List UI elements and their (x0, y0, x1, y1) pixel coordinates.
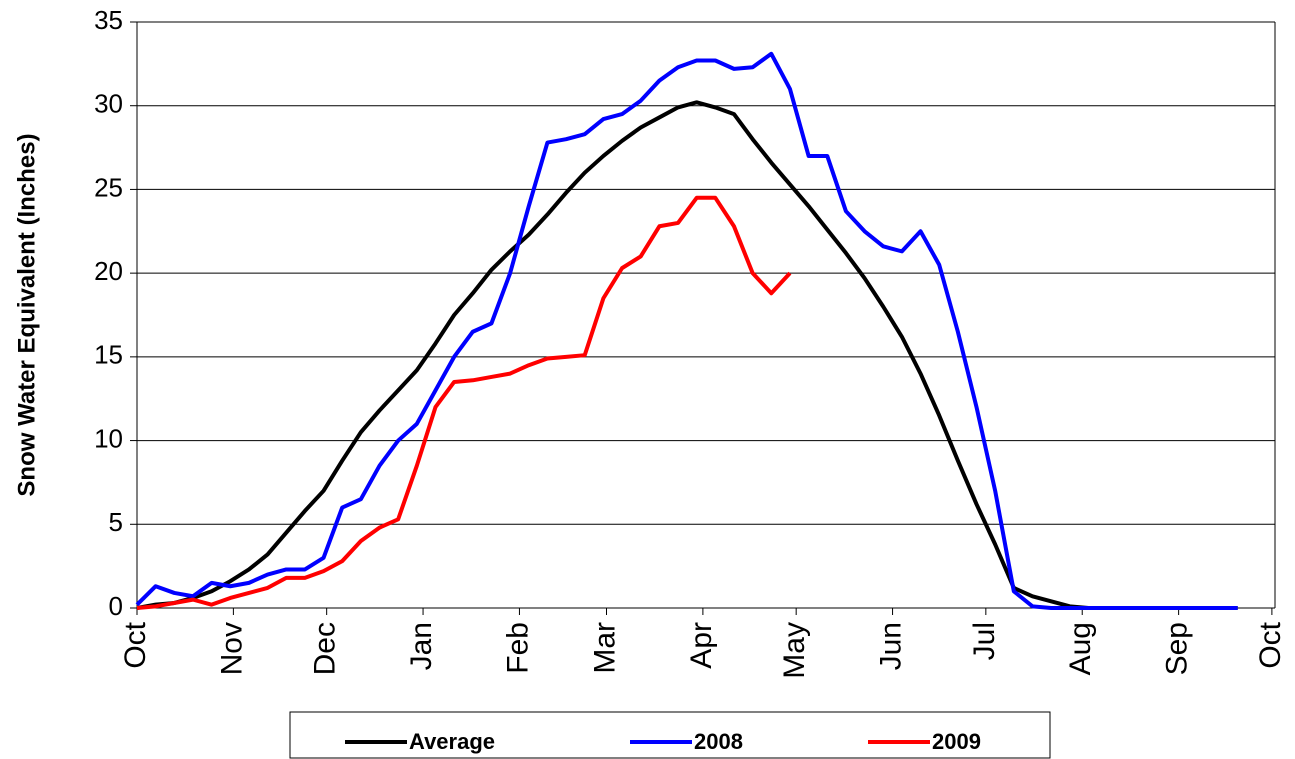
x-tick-label: Oct (119, 621, 152, 668)
x-tick-label: Mar (588, 622, 621, 674)
y-tick-label: 20 (94, 256, 123, 286)
legend-box (289, 711, 1051, 759)
y-tick-label: 25 (94, 172, 123, 202)
series-line (135, 51, 1238, 610)
x-tick-label: Sep (1161, 622, 1194, 675)
y-tick-label: 35 (94, 5, 123, 35)
legend-label: 2008 (694, 729, 743, 754)
series-line (136, 100, 1238, 610)
x-tick-label: Jul (968, 622, 1001, 660)
x-tick-label: Oct (1254, 621, 1287, 668)
x-tick-label: Nov (215, 622, 248, 675)
x-tick-label: Jan (405, 622, 438, 670)
y-tick-label: 5 (109, 507, 123, 537)
legend-label: 2009 (932, 729, 981, 754)
y-axis-label: Snow Water Equivalent (Inches) (13, 133, 40, 496)
x-tick-label: Apr (685, 622, 718, 669)
x-tick-label: May (778, 622, 811, 679)
x-tick-label: Jun (874, 622, 907, 670)
y-tick-label: 30 (94, 89, 123, 119)
y-tick-label: 10 (94, 423, 123, 453)
legend-label: Average (409, 729, 495, 754)
y-tick-label: 0 (109, 591, 123, 621)
series-line (136, 195, 792, 610)
x-tick-label: Feb (501, 622, 534, 674)
x-tick-label: Aug (1064, 622, 1097, 675)
y-tick-label: 15 (94, 340, 123, 370)
x-tick-label: Dec (309, 622, 342, 675)
